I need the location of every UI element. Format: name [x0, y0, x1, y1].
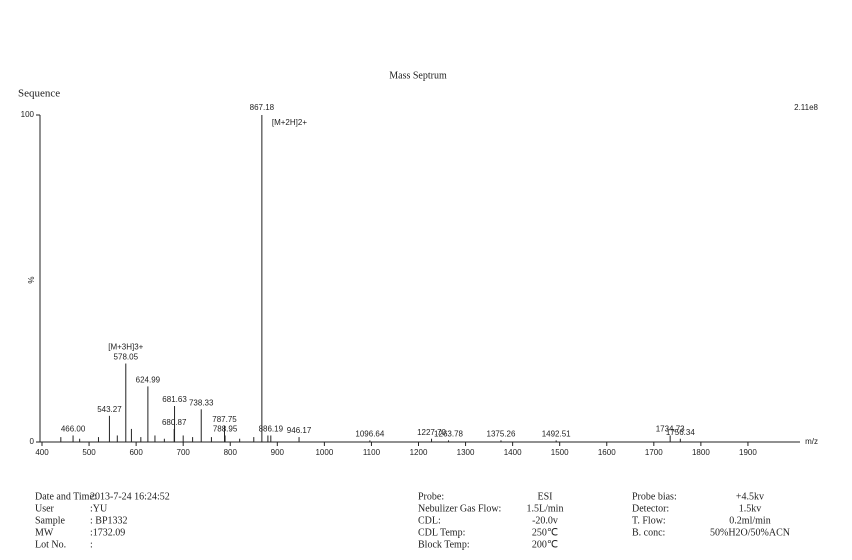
info-label: Sample	[35, 515, 66, 526]
y-axis-label: %	[27, 276, 36, 283]
info-label: CDL:	[418, 515, 441, 526]
peak-label: 578.05	[114, 353, 139, 362]
info-value: 0.2ml/min	[729, 515, 770, 526]
x-tick-label: 1200	[410, 448, 428, 457]
info-label: Block Temp:	[418, 539, 470, 550]
info-label: CDL Temp:	[418, 527, 465, 538]
info-value: 1.5kv	[739, 503, 762, 514]
peak-label: 867.18	[250, 103, 275, 112]
info-label: Probe bias:	[632, 491, 677, 502]
x-tick-label: 400	[35, 448, 49, 457]
info-label: B. conc:	[632, 527, 665, 538]
peak-label: 1756.34	[666, 428, 695, 437]
x-axis-label: m/z	[805, 437, 818, 446]
peak-label: 1492.51	[542, 429, 571, 438]
x-tick-label: 600	[129, 448, 143, 457]
x-tick-label: 1900	[739, 448, 757, 457]
info-label: Nebulizer Gas Flow:	[418, 503, 501, 514]
x-tick-label: 800	[224, 448, 238, 457]
y-tick-label: 0	[30, 437, 35, 446]
peak-label: 738.33	[189, 398, 214, 407]
x-tick-label: 900	[271, 448, 285, 457]
peak-label: 1734.73	[656, 425, 685, 434]
peak-label: 1263.78	[434, 429, 463, 438]
x-tick-label: 1400	[504, 448, 522, 457]
y-tick-label: 100	[21, 110, 35, 119]
x-tick-label: 700	[177, 448, 191, 457]
info-value: :1732.09	[90, 527, 125, 538]
peak-label: 681.63	[162, 395, 187, 404]
x-tick-label: 1300	[457, 448, 475, 457]
peak-annotation: [M+2H]2+	[272, 118, 307, 127]
info-label: Date and Time:	[35, 491, 97, 502]
peak-label: 946.17	[287, 426, 312, 435]
info-label: User	[35, 503, 55, 514]
info-value: 250℃	[532, 527, 558, 538]
peak-label: 624.99	[136, 376, 161, 385]
x-tick-label: 500	[82, 448, 96, 457]
peak-label: 886.19	[259, 425, 284, 434]
x-tick-label: 1600	[598, 448, 616, 457]
info-value: 2013-7-24 16:24:52	[90, 491, 170, 502]
peak-label: 1227.70	[417, 428, 446, 437]
info-value: ESI	[538, 491, 553, 502]
x-tick-label: 1100	[363, 448, 381, 457]
info-value: :	[90, 539, 93, 550]
info-value: 1.5L/min	[527, 503, 564, 514]
corner-label: Sequence	[18, 88, 60, 100]
info-value: 200℃	[532, 539, 558, 550]
info-value: : BP1332	[90, 515, 128, 526]
info-value: -20.0v	[532, 515, 558, 526]
peak-annotation: [M+3H]3+	[108, 343, 143, 352]
info-value: +4.5kv	[736, 491, 764, 502]
x-tick-label: 1700	[645, 448, 663, 457]
peak-label: 788.95	[213, 425, 238, 434]
info-label: Lot No.	[35, 539, 66, 550]
peak-label: 1375.26	[487, 429, 516, 438]
x-tick-label: 1800	[692, 448, 710, 457]
info-label: Probe:	[418, 491, 444, 502]
peak-label: 1096.64	[355, 429, 384, 438]
peak-label: 787.75	[212, 415, 237, 424]
x-tick-label: 1000	[315, 448, 333, 457]
chart-title: Mass Septrum	[389, 70, 447, 81]
info-value: :YU	[90, 503, 108, 514]
scale-label: 2.11e8	[794, 103, 818, 112]
peak-label: 543.27	[97, 405, 122, 414]
info-label: MW	[35, 527, 54, 538]
peak-label: 466.00	[61, 425, 86, 434]
info-label: Detector:	[632, 503, 669, 514]
info-label: T. Flow:	[632, 515, 666, 526]
x-tick-label: 1500	[551, 448, 569, 457]
info-value: 50%H2O/50%ACN	[710, 527, 790, 538]
